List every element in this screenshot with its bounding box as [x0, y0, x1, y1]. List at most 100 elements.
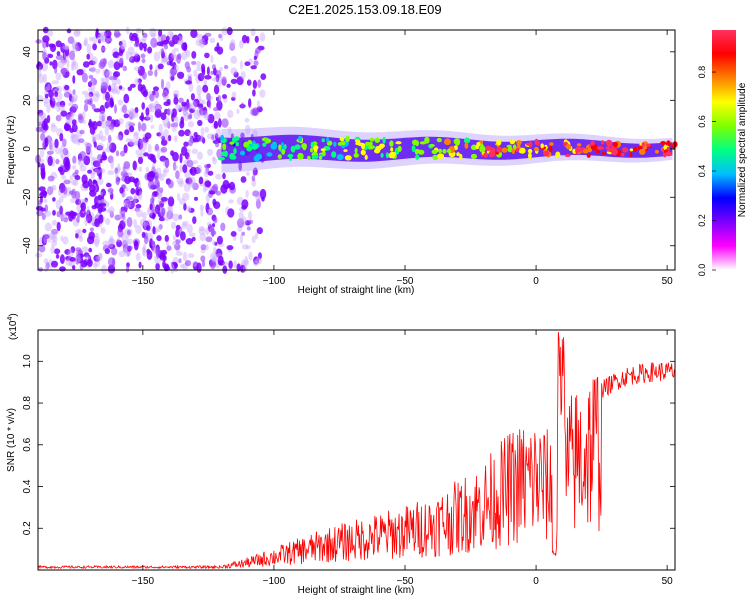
noise-blob — [216, 235, 223, 245]
noise-blob — [128, 111, 134, 120]
noise-blob — [129, 51, 133, 61]
noise-blob — [59, 266, 66, 272]
y-tick-label: 40 — [22, 46, 33, 58]
noise-blob — [44, 210, 52, 217]
signal-blob — [509, 139, 516, 145]
noise-blob — [59, 207, 64, 213]
noise-blob — [85, 142, 92, 154]
noise-blob — [88, 178, 93, 188]
noise-blob — [253, 256, 260, 265]
signal-blob — [223, 150, 228, 157]
noise-blob — [100, 85, 108, 94]
noise-blob — [209, 260, 217, 268]
noise-blob — [115, 150, 120, 157]
noise-blob — [79, 129, 85, 135]
noise-blob — [159, 155, 167, 162]
signal-blob — [501, 147, 508, 153]
noise-blob — [207, 224, 213, 232]
noise-blob — [46, 114, 51, 124]
noise-blob — [124, 236, 129, 247]
noise-blob — [82, 61, 90, 68]
noise-blob — [143, 217, 146, 222]
noise-blob — [193, 109, 201, 120]
snr-y-label: SNR (10 * v/v) — [6, 408, 17, 472]
noise-blob — [226, 245, 234, 251]
noise-blob — [93, 235, 101, 245]
signal-blob — [660, 141, 666, 145]
noise-blob — [145, 166, 149, 173]
noise-blob — [250, 28, 256, 37]
signal-blob — [519, 147, 526, 154]
y-tick-label: 0.4 — [22, 479, 33, 493]
noise-blob — [190, 93, 195, 101]
noise-blob — [189, 137, 194, 145]
noise-blob — [179, 164, 183, 173]
noise-blob — [251, 175, 256, 182]
noise-blob — [190, 29, 198, 39]
noise-blob — [49, 142, 53, 151]
noise-blob — [151, 209, 159, 214]
noise-blob — [199, 204, 205, 211]
signal-blob — [278, 144, 282, 151]
signal-blob — [488, 150, 494, 158]
noise-blob — [188, 207, 195, 213]
noise-blob — [133, 218, 138, 229]
noise-blob — [138, 261, 142, 269]
noise-blob — [75, 229, 81, 235]
noise-blob — [257, 79, 262, 88]
noise-blob — [118, 250, 126, 258]
noise-blob — [133, 42, 141, 48]
colorbar-gradient — [712, 30, 736, 270]
noise-blob — [252, 107, 259, 117]
noise-blob — [114, 32, 122, 37]
noise-blob — [220, 184, 228, 194]
noise-blob — [115, 176, 120, 186]
noise-blob — [189, 166, 197, 176]
noise-blob — [182, 164, 188, 174]
noise-blob — [191, 236, 196, 242]
noise-blob — [204, 126, 209, 133]
noise-blob — [230, 231, 237, 237]
noise-blob — [118, 85, 123, 90]
signal-blob — [361, 143, 365, 150]
signal-blob — [229, 141, 235, 145]
noise-blob — [47, 186, 54, 196]
signal-blob — [534, 147, 539, 152]
signal-blob — [595, 149, 601, 154]
noise-blob — [167, 196, 175, 207]
noise-blob — [142, 90, 148, 98]
noise-blob — [100, 135, 107, 142]
noise-blob — [137, 78, 142, 84]
noise-blob — [174, 243, 181, 251]
signal-blob — [582, 148, 589, 154]
noise-blob — [233, 260, 237, 269]
noise-blob — [92, 92, 100, 102]
noise-blob — [236, 108, 240, 114]
noise-blob — [87, 235, 95, 245]
noise-blob — [43, 258, 49, 265]
noise-blob — [128, 122, 136, 127]
noise-blob — [204, 244, 209, 251]
noise-blob — [175, 170, 180, 180]
noise-blob — [94, 133, 101, 141]
noise-blob — [86, 43, 92, 55]
noise-blob — [160, 146, 168, 153]
signal-blob — [600, 140, 605, 145]
noise-blob — [151, 212, 156, 220]
noise-blob — [110, 83, 116, 93]
noise-blob — [46, 233, 52, 243]
noise-blob — [254, 35, 259, 43]
noise-blob — [172, 234, 176, 241]
noise-blob — [196, 33, 204, 39]
signal-blob — [310, 148, 313, 153]
noise-blob — [92, 262, 98, 269]
noise-blob — [51, 260, 58, 268]
noise-blob — [63, 84, 70, 91]
noise-blob — [187, 121, 195, 128]
noise-blob — [98, 173, 102, 180]
noise-blob — [184, 152, 190, 160]
noise-blob — [151, 240, 155, 247]
spectrogram-y-label: Frequency (Hz) — [6, 116, 17, 185]
noise-blob — [242, 265, 248, 273]
noise-blob — [233, 236, 237, 241]
